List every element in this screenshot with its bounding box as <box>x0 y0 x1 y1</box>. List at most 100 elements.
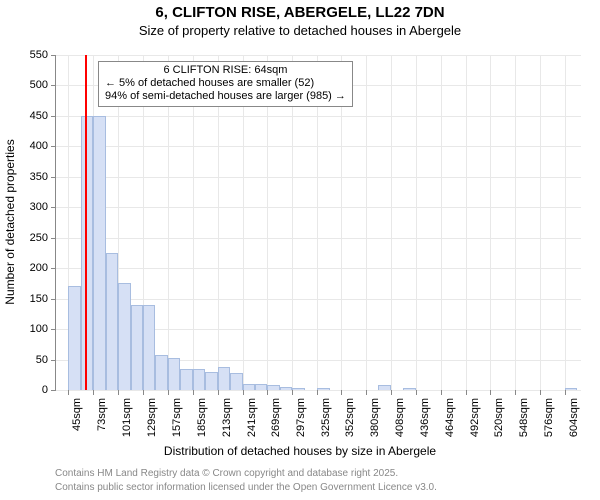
xtick-mark <box>218 390 219 395</box>
histogram-bar <box>218 367 230 390</box>
xtick-label: 576sqm <box>543 398 555 446</box>
gridline-h <box>56 390 581 391</box>
ytick-mark <box>51 390 56 391</box>
gridline-h <box>56 116 581 117</box>
xtick-mark <box>466 390 467 395</box>
xtick-label: 380sqm <box>369 398 381 446</box>
xtick-mark <box>193 390 194 395</box>
footnote-line-2: Contains public sector information licen… <box>55 482 437 493</box>
ytick-mark <box>51 238 56 239</box>
gridline-h <box>56 207 581 208</box>
y-axis-label: Number of detached properties <box>3 122 17 322</box>
xtick-label: 352sqm <box>344 398 356 446</box>
chart-container: 6, CLIFTON RISE, ABERGELE, LL22 7DN Size… <box>0 0 600 500</box>
annotation-line-3: 94% of semi-detached houses are larger (… <box>105 90 346 103</box>
annotation-box: 6 CLIFTON RISE: 64sqm← 5% of detached ho… <box>98 61 353 107</box>
gridline-h <box>56 55 581 56</box>
histogram-bar <box>68 286 80 390</box>
xtick-label: 325sqm <box>320 398 332 446</box>
histogram-bar <box>193 369 205 390</box>
x-axis-label: Distribution of detached houses by size … <box>0 444 600 458</box>
ytick-label: 250 <box>18 232 48 244</box>
gridline-v <box>565 55 566 390</box>
ytick-mark <box>51 360 56 361</box>
xtick-label: 269sqm <box>270 398 282 446</box>
xtick-mark <box>243 390 244 395</box>
ytick-label: 450 <box>18 110 48 122</box>
gridline-v <box>466 55 467 390</box>
xtick-label: 492sqm <box>469 398 481 446</box>
xtick-mark <box>366 390 367 395</box>
gridline-v <box>540 55 541 390</box>
annotation-line-1: 6 CLIFTON RISE: 64sqm <box>105 64 346 77</box>
histogram-bar <box>280 387 292 390</box>
histogram-bar <box>317 388 329 390</box>
histogram-bar <box>106 253 118 390</box>
xtick-label: 129sqm <box>146 398 158 446</box>
chart-subtitle: Size of property relative to detached ho… <box>0 23 600 38</box>
gridline-h <box>56 238 581 239</box>
xtick-mark <box>490 390 491 395</box>
ytick-mark <box>51 177 56 178</box>
histogram-bar <box>168 358 180 390</box>
xtick-mark <box>292 390 293 395</box>
histogram-bar <box>378 385 390 390</box>
ytick-label: 0 <box>18 384 48 396</box>
plot-area: 05010015020025030035040045050055045sqm73… <box>55 55 581 391</box>
histogram-bar <box>267 385 279 390</box>
xtick-label: 548sqm <box>518 398 530 446</box>
xtick-label: 185sqm <box>196 398 208 446</box>
xtick-mark <box>143 390 144 395</box>
histogram-bar <box>180 369 192 390</box>
ytick-mark <box>51 146 56 147</box>
xtick-label: 408sqm <box>394 398 406 446</box>
property-marker-line <box>85 55 87 390</box>
xtick-label: 297sqm <box>295 398 307 446</box>
histogram-bar <box>93 116 105 390</box>
xtick-mark <box>168 390 169 395</box>
xtick-mark <box>93 390 94 395</box>
xtick-mark <box>391 390 392 395</box>
gridline-v <box>490 55 491 390</box>
gridline-v <box>515 55 516 390</box>
ytick-mark <box>51 329 56 330</box>
gridline-v <box>416 55 417 390</box>
histogram-bar <box>155 355 167 390</box>
xtick-label: 73sqm <box>96 398 108 446</box>
ytick-mark <box>51 207 56 208</box>
histogram-bar <box>143 305 155 390</box>
xtick-mark <box>267 390 268 395</box>
xtick-label: 241sqm <box>246 398 258 446</box>
xtick-label: 45sqm <box>71 398 83 446</box>
xtick-label: 213sqm <box>221 398 233 446</box>
ytick-label: 50 <box>18 354 48 366</box>
xtick-mark <box>441 390 442 395</box>
ytick-label: 100 <box>18 323 48 335</box>
ytick-label: 300 <box>18 201 48 213</box>
ytick-label: 350 <box>18 171 48 183</box>
ytick-mark <box>51 55 56 56</box>
histogram-bar <box>255 384 267 390</box>
ytick-label: 550 <box>18 49 48 61</box>
ytick-mark <box>51 116 56 117</box>
xtick-mark <box>416 390 417 395</box>
histogram-bar <box>205 372 217 390</box>
gridline-h <box>56 177 581 178</box>
xtick-label: 157sqm <box>171 398 183 446</box>
ytick-label: 500 <box>18 79 48 91</box>
gridline-v <box>366 55 367 390</box>
annotation-line-2: ← 5% of detached houses are smaller (52) <box>105 77 346 90</box>
ytick-mark <box>51 299 56 300</box>
xtick-label: 101sqm <box>121 398 133 446</box>
gridline-h <box>56 299 581 300</box>
xtick-label: 436sqm <box>419 398 431 446</box>
xtick-label: 604sqm <box>568 398 580 446</box>
ytick-mark <box>51 85 56 86</box>
footnote-line-1: Contains HM Land Registry data © Crown c… <box>55 468 398 479</box>
xtick-mark <box>565 390 566 395</box>
histogram-bar <box>565 388 577 390</box>
xtick-label: 464sqm <box>444 398 456 446</box>
ytick-mark <box>51 268 56 269</box>
gridline-h <box>56 146 581 147</box>
xtick-mark <box>341 390 342 395</box>
